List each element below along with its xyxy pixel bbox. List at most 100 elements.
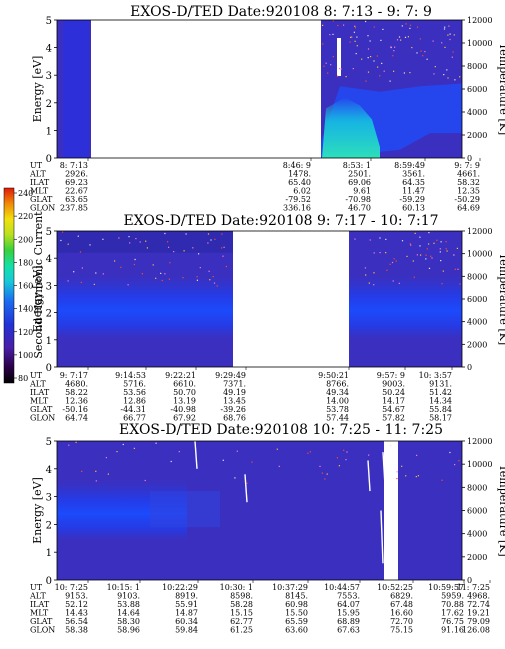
data-speck (368, 454, 370, 456)
intensity-band (349, 274, 462, 340)
data-speck (169, 262, 171, 264)
data-speck (336, 75, 339, 77)
data-speck (385, 252, 387, 254)
y2-tick-label: 12000 (467, 16, 492, 25)
data-speck (365, 20, 367, 23)
orbit-cell: 6610. (173, 380, 196, 389)
data-speck (381, 62, 383, 64)
orbit-cell: 14.17 (382, 397, 405, 406)
data-speck (409, 72, 411, 74)
orbit-cell: 10:59:57 (428, 583, 464, 592)
orbit-cell: -50.29 (454, 195, 480, 204)
data-speck (164, 232, 166, 235)
data-speck (367, 57, 369, 59)
y-tick-label: 2 (46, 520, 52, 531)
data-speck (73, 271, 75, 273)
data-speck (321, 472, 323, 474)
data-speck (398, 282, 400, 284)
colorbar-tick-label: 180 (18, 258, 33, 267)
y2-tick-label: 6000 (467, 507, 487, 516)
data-speck (67, 243, 69, 245)
y2-tick-label: 2000 (467, 553, 487, 562)
data-speck (370, 56, 372, 58)
data-speck (122, 443, 124, 446)
data-speck (410, 244, 412, 246)
data-speck (430, 255, 432, 257)
data-speck (332, 33, 334, 35)
orbit-cell: 67.63 (337, 626, 360, 635)
data-speck (351, 36, 353, 38)
orbit-cell: 9:22:21 (165, 371, 196, 380)
data-speck (452, 51, 454, 53)
orbit-cell: 58.17 (429, 414, 452, 423)
orbit-cell: 55.84 (429, 405, 452, 414)
orbit-cell: 49.19 (223, 388, 246, 397)
orbit-row-label: GLON (30, 414, 55, 423)
data-speck (199, 267, 201, 269)
colorbar-tick-label: 240 (18, 189, 33, 198)
orbit-row-label: ALT (29, 170, 46, 179)
data-speck (459, 76, 461, 78)
data-speck (134, 258, 136, 261)
data-speck (322, 43, 324, 45)
data-speck (449, 33, 451, 35)
orbit-cell: 11.47 (402, 187, 425, 196)
data-speck (155, 277, 157, 279)
data-speck (139, 241, 141, 243)
data-speck (447, 77, 449, 79)
data-speck (369, 40, 371, 42)
data-speck (449, 38, 451, 41)
orbit-cell: 13.19 (173, 397, 196, 406)
orbit-cell: 9131. (429, 380, 452, 389)
data-speck (67, 280, 69, 282)
orbit-cell: 64.07 (337, 600, 360, 609)
data-speck (439, 248, 441, 250)
orbit-cell: 11: 7:25 (457, 583, 490, 592)
orbit-cell: 76.75 (441, 617, 464, 626)
data-speck (127, 284, 129, 286)
orbit-cell: 8:59:49 (394, 161, 425, 170)
orbit-cell: 58.28 (230, 600, 253, 609)
data-speck (336, 457, 338, 459)
data-speck (223, 246, 225, 248)
orbit-cell: -50.16 (62, 405, 88, 414)
colorbar-gradient (3, 187, 15, 384)
data-speck (155, 442, 157, 444)
orbit-cell: 55.91 (175, 600, 198, 609)
y2-axis-label: Temperature [K] (497, 253, 505, 345)
y2-tick-label: 6000 (467, 85, 487, 94)
data-speck (356, 36, 358, 38)
data-speck (209, 279, 211, 281)
data-speck (390, 46, 392, 48)
colorbar-tick-label: 80 (18, 374, 28, 383)
data-speck (135, 238, 137, 240)
orbit-row-label: MLT (30, 397, 49, 406)
data-streak (382, 452, 386, 486)
orbit-cell: 64.35 (402, 178, 425, 187)
orbit-cell: 9: 7: 9 (454, 161, 480, 170)
data-speck (433, 73, 435, 75)
data-speck (420, 254, 422, 256)
orbit-cell: 12.35 (457, 187, 480, 196)
colorbar-tick-label: 140 (18, 305, 33, 314)
data-speck (373, 26, 375, 28)
data-speck (192, 247, 194, 249)
data-speck (133, 447, 135, 449)
orbit-cell: 65.40 (288, 178, 311, 187)
orbit-row-label: ALT (29, 380, 46, 389)
data-speck (343, 449, 345, 451)
data-speck (391, 261, 394, 264)
data-speck (441, 283, 443, 285)
data-speck (352, 68, 354, 70)
data-speck (367, 71, 370, 73)
orbit-cell: 12.36 (65, 397, 88, 406)
data-speck (77, 235, 79, 237)
data-speck (75, 441, 77, 443)
data-speck (394, 46, 396, 48)
data-speck (343, 24, 345, 26)
data-speck (128, 236, 130, 238)
data-speck (431, 257, 433, 259)
data-speck (367, 48, 370, 50)
y-tick-label: 4 (46, 44, 52, 55)
